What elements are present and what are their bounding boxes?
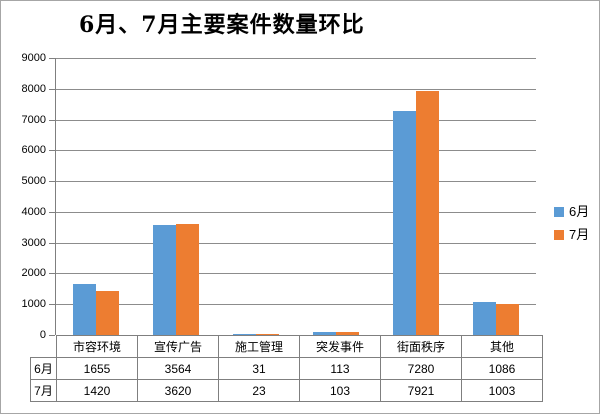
legend-item-series2: 7月	[554, 228, 589, 242]
gridline	[56, 181, 536, 183]
bar-6月-突发事件	[313, 332, 336, 335]
y-axis-label: 2000	[21, 267, 46, 280]
table-row-7月: 7月 1420 3620 23 103 7921 1003	[30, 379, 543, 402]
y-axis-label: 3000	[21, 236, 46, 249]
series2-color-swatch	[554, 230, 564, 240]
bar-6月-宣传广告	[153, 225, 176, 335]
bar-7月-施工管理	[256, 334, 279, 335]
table-header-cell: 其他	[461, 335, 543, 358]
gridline	[56, 150, 536, 152]
table-cell: 113	[299, 357, 381, 380]
table-cell: 103	[299, 379, 381, 402]
gridline	[56, 242, 536, 244]
y-axis-label: 7000	[21, 113, 46, 126]
y-axis-label: 4000	[21, 205, 46, 218]
table-header-cell: 突发事件	[299, 335, 381, 358]
table-header-cell: 市容环境	[56, 335, 138, 358]
legend-label-series1: 6月	[569, 204, 590, 219]
series1-color-swatch	[554, 207, 564, 217]
gridline	[56, 273, 536, 275]
table-cell: 31	[218, 357, 300, 380]
gridline	[56, 88, 536, 90]
y-axis-label: 6000	[21, 144, 46, 157]
y-axis-label: 9000	[21, 52, 46, 64]
table-cell: 1655	[56, 357, 138, 380]
y-axis-label: 8000	[21, 82, 46, 95]
bar-6月-施工管理	[233, 334, 256, 335]
table-cell: 1420	[56, 379, 138, 402]
y-axis-label: 5000	[21, 175, 46, 188]
bar-7月-市容环境	[96, 291, 119, 335]
table-header-row: 市容环境 宣传广告 施工管理 突发事件 街面秩序 其他	[31, 335, 543, 358]
chart-title: 6月、7月主要案件数量环比	[79, 12, 365, 38]
bar-6月-街面秩序	[393, 111, 416, 335]
gridline	[56, 58, 536, 59]
table-cell: 3564	[137, 357, 219, 380]
table-row-label: 7月	[30, 379, 57, 402]
bar-7月-突发事件	[336, 332, 359, 335]
table-header-cell: 宣传广告	[137, 335, 219, 358]
table-cell: 3620	[137, 379, 219, 402]
y-axis-label: 1000	[21, 298, 46, 311]
bar-7月-街面秩序	[416, 91, 439, 335]
table-cell: 23	[218, 379, 300, 402]
table-row-6月: 6月 1655 3564 31 113 7280 1086	[30, 357, 543, 380]
table-header-cell: 施工管理	[218, 335, 300, 358]
gridline	[56, 211, 536, 213]
table-row-label: 6月	[30, 357, 57, 380]
table-corner-cell	[31, 336, 57, 358]
plot-area	[55, 58, 536, 335]
table-header-cell: 街面秩序	[380, 335, 462, 358]
legend-label-series2: 7月	[569, 227, 590, 242]
table-cell: 1086	[461, 357, 543, 380]
legend-item-series1: 6月	[554, 205, 589, 219]
legend: 6月 7月	[554, 205, 589, 251]
bar-6月-其他	[473, 302, 496, 335]
gridline	[56, 304, 536, 306]
bar-7月-其他	[496, 304, 519, 335]
bar-6月-市容环境	[73, 284, 96, 335]
bar-7月-宣传广告	[176, 224, 199, 335]
data-table: 市容环境 宣传广告 施工管理 突发事件 街面秩序 其他 6月 1655 3564 31 113 728…	[30, 335, 543, 402]
table-cell: 7921	[380, 379, 462, 402]
gridline	[56, 119, 536, 121]
table-cell: 1003	[461, 379, 543, 402]
table-cell: 7280	[380, 357, 462, 380]
